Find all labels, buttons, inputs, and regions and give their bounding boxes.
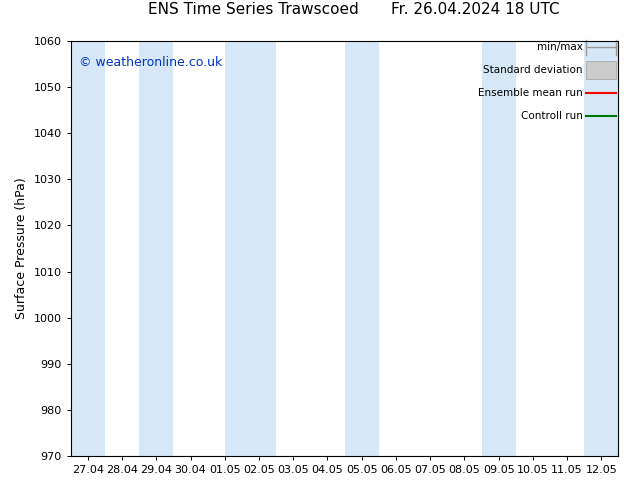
- Text: min/max: min/max: [537, 42, 583, 52]
- Bar: [345, 41, 379, 456]
- Bar: [482, 41, 516, 456]
- Y-axis label: Surface Pressure (hPa): Surface Pressure (hPa): [15, 178, 28, 319]
- Text: ENS Time Series Trawscoed: ENS Time Series Trawscoed: [148, 2, 359, 17]
- Bar: [225, 41, 276, 456]
- Text: Fr. 26.04.2024 18 UTC: Fr. 26.04.2024 18 UTC: [391, 2, 560, 17]
- Bar: [139, 41, 174, 456]
- Text: © weatheronline.co.uk: © weatheronline.co.uk: [79, 55, 222, 69]
- Text: Ensemble mean run: Ensemble mean run: [478, 88, 583, 98]
- Bar: [586, 61, 616, 79]
- Text: Standard deviation: Standard deviation: [483, 65, 583, 75]
- Bar: [585, 41, 619, 456]
- Text: Controll run: Controll run: [521, 111, 583, 121]
- Bar: [71, 41, 105, 456]
